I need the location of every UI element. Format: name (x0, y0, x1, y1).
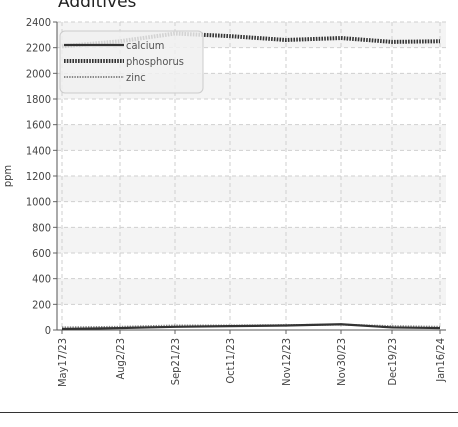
y-axis-label: ppm (1, 165, 14, 187)
y-tick-label: 1800 (26, 93, 51, 106)
plot-band (57, 278, 446, 305)
legend-label-phosphorus: phosphorus (126, 55, 184, 68)
y-tick-label: 0 (45, 324, 51, 337)
y-tick-label: 1600 (26, 119, 51, 132)
bottom-divider (0, 412, 458, 413)
x-tick-label: Nov12/23 (280, 338, 293, 386)
chart-title: Additives (58, 0, 137, 12)
plot-band (57, 124, 446, 151)
plot-band (57, 227, 446, 253)
x-tick-label: Nov30/23 (335, 338, 348, 386)
x-tick-label: Dec19/23 (386, 338, 399, 386)
x-tick-label: Oct11/23 (224, 338, 237, 384)
plot-band (57, 176, 446, 202)
y-tick-label: 2000 (26, 67, 51, 80)
y-tick-label: 200 (32, 298, 51, 311)
x-tick-label: Sep21/23 (169, 338, 182, 385)
y-tick-label: 2200 (26, 42, 51, 55)
x-tick-label: Aug2/23 (114, 338, 127, 380)
legend-label-calcium: calcium (126, 39, 164, 52)
y-tick-label: 1000 (26, 196, 51, 209)
y-tick-label: 1200 (26, 170, 51, 183)
y-tick-label: 800 (32, 221, 51, 234)
y-tick-label: 2400 (26, 16, 51, 29)
y-tick-label: 400 (32, 273, 51, 286)
x-tick-label: May17/23 (56, 338, 69, 387)
y-tick-label: 600 (32, 247, 51, 260)
legend-label-zinc: zinc (126, 71, 146, 84)
series-line-calcium (61, 323, 441, 331)
y-tick-label: 1400 (26, 144, 51, 157)
x-tick-label: Jan16/24 (434, 338, 447, 383)
